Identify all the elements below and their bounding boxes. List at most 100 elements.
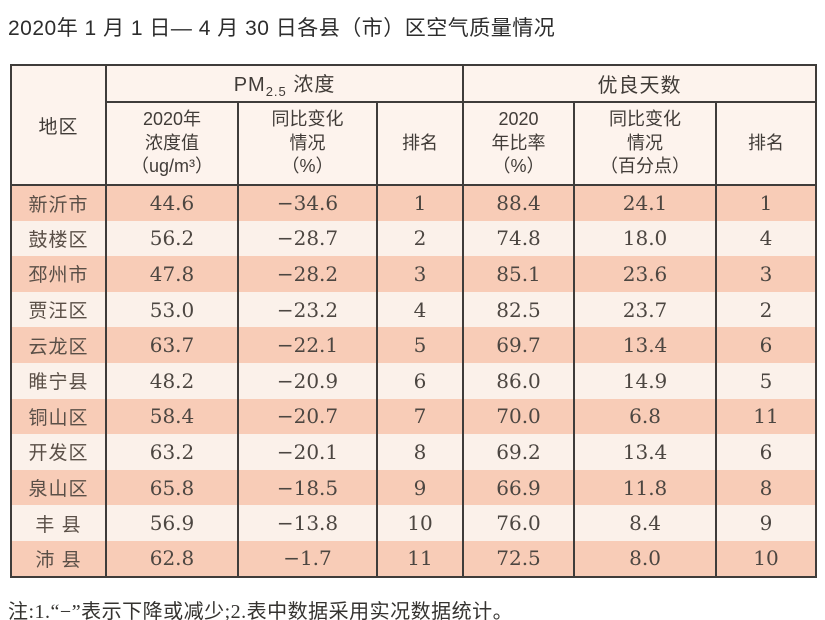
good-change-cell: 13.4 [573,434,718,470]
subheader-pm-value: 2020年 浓度值 （ug/m³） [105,102,239,186]
region-cell: 云龙区 [10,327,107,363]
table-row: 睢宁县 48.2 −20.9 6 86.0 14.9 5 [10,362,818,399]
sub-header-row: 2020年 浓度值 （ug/m³） 同比变化 情况 （%） 排名 2020 年比… [11,102,818,186]
good-change-cell: 8.0 [573,540,718,577]
pm-label-prefix: PM [233,74,266,96]
good-rate-cell: 74.8 [462,220,576,257]
good-rate-cell: 85.1 [462,256,576,292]
pm-rank-cell: 8 [375,434,465,470]
pm-value-cell: 63.2 [105,434,239,470]
good-rank-cell: 6 [715,327,818,363]
pm-value-cell: 56.2 [105,220,239,257]
good-rate-cell: 69.2 [462,434,576,470]
good-change-cell: 23.6 [573,256,718,292]
table-row: 铜山区 58.4 −20.7 7 70.0 6.8 11 [10,398,818,435]
good-change-cell: 24.1 [573,185,718,221]
good-change-cell: 18.0 [573,220,718,257]
region-cell: 铜山区 [10,398,107,435]
good-rate-cell: 69.7 [462,327,576,363]
pm-rank-cell: 5 [375,327,465,363]
good-change-cell: 6.8 [573,398,718,435]
subheader-good-rank: 排名 [715,102,818,186]
air-quality-table: 地区 PM2.5 浓度 优良天数 2020年 浓度值 （ug/m³） 同比变化 … [10,64,818,578]
table-row: 沛 县 62.8 −1.7 11 72.5 8.0 10 [10,540,818,577]
table-row: 开发区 63.2 −20.1 8 69.2 13.4 6 [10,434,818,470]
region-cell: 沛 县 [10,540,107,577]
pm-rank-cell: 7 [375,398,465,435]
subheader-good-rate: 2020 年比率 （%） [462,102,576,186]
table-row: 泉山区 65.8 −18.5 9 66.9 11.8 8 [10,469,818,506]
table-row: 新沂市 44.6 −34.6 1 88.4 24.1 1 [10,185,818,221]
pm-rank-cell: 1 [375,185,465,221]
good-rank-cell: 3 [715,256,818,292]
good-change-cell: 14.9 [573,362,718,399]
good-rank-cell: 11 [715,398,818,435]
region-cell: 丰 县 [10,505,107,541]
pm-value-cell: 63.7 [105,327,239,363]
good-rank-cell: 1 [715,185,818,221]
good-rate-cell: 70.0 [462,398,576,435]
table-row: 云龙区 63.7 −22.1 5 69.7 13.4 6 [10,327,818,363]
pm-change-cell: −20.7 [237,398,378,435]
table-row: 贾汪区 53.0 −23.2 4 82.5 23.7 2 [10,291,818,328]
good-days-group-header: 优良天数 [462,65,818,103]
pm-rank-cell: 6 [375,362,465,399]
good-change-cell: 8.4 [573,505,718,541]
good-change-cell: 23.7 [573,291,718,328]
pm-value-cell: 58.4 [105,398,239,435]
region-cell: 邳州市 [10,256,107,292]
pm-rank-cell: 2 [375,220,465,257]
pm-rank-cell: 4 [375,291,465,328]
region-cell: 泉山区 [10,469,107,506]
pm-change-cell: −18.5 [237,469,378,506]
good-rank-cell: 8 [715,469,818,506]
pm-change-cell: −23.2 [237,291,378,328]
good-rank-cell: 6 [715,434,818,470]
good-rate-cell: 66.9 [462,469,576,506]
pm-change-cell: −20.1 [237,434,378,470]
pm-value-cell: 44.6 [105,185,239,221]
region-cell: 开发区 [10,434,107,470]
good-rank-cell: 10 [715,540,818,577]
pm-change-cell: −20.9 [237,362,378,399]
subheader-good-change: 同比变化 情况 （百分点） [573,102,718,186]
good-change-cell: 11.8 [573,469,718,506]
region-cell: 睢宁县 [10,362,107,399]
good-rate-cell: 86.0 [462,362,576,399]
region-cell: 鼓楼区 [10,220,107,257]
footnote: 注:1.“−”表示下降或减少;2.表中数据采用实况数据统计。 [8,600,514,620]
pm-rank-cell: 3 [375,256,465,292]
good-change-cell: 13.4 [573,327,718,363]
table-row: 鼓楼区 56.2 −28.7 2 74.8 18.0 4 [10,220,818,257]
pm-rank-cell: 10 [375,505,465,541]
region-cell: 贾汪区 [10,291,107,328]
subheader-pm-rank: 排名 [375,102,465,186]
pm-value-cell: 56.9 [105,505,239,541]
pm-change-cell: −1.7 [237,540,378,577]
pm-change-cell: −34.6 [237,185,378,221]
pm-change-cell: −28.2 [237,256,378,292]
good-rate-cell: 72.5 [462,540,576,577]
pm-value-cell: 48.2 [105,362,239,399]
group-header-row: 地区 PM2.5 浓度 优良天数 [10,65,818,186]
pm-value-cell: 47.8 [105,256,239,292]
table-row: 邳州市 47.8 −28.2 3 85.1 23.6 3 [10,256,818,292]
good-rate-cell: 88.4 [462,185,576,221]
pm-rank-cell: 11 [375,540,465,577]
region-cell: 新沂市 [10,185,107,221]
good-rank-cell: 5 [715,362,818,399]
region-header-cell: 地区 [10,65,107,186]
pm-label-suffix: 浓度 [293,74,336,96]
good-rate-cell: 76.0 [462,505,576,541]
pm-value-cell: 53.0 [105,291,239,328]
good-rank-cell: 4 [715,220,818,257]
pm-change-cell: −13.8 [237,505,378,541]
pm-value-cell: 65.8 [105,469,239,506]
pm-rank-cell: 9 [375,469,465,506]
page-title: 2020年 1 月 1 日— 4 月 30 日各县（市）区空气质量情况 [8,17,556,40]
pm-label-subscript: 2.5 [265,84,287,99]
good-rank-cell: 2 [715,291,818,328]
good-rank-cell: 9 [715,505,818,541]
pm-change-cell: −22.1 [237,327,378,363]
